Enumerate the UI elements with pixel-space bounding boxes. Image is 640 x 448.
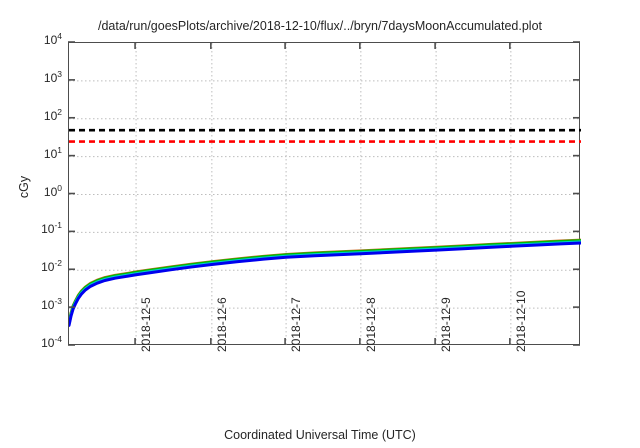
y-tick-label: 103 — [43, 68, 62, 85]
series-line-3 — [69, 241, 581, 327]
data-series — [69, 238, 581, 327]
plot-area — [68, 42, 581, 346]
x-tick-label: 2018-12-8 — [363, 297, 378, 352]
y-tick-label: 101 — [43, 144, 62, 161]
y-tick-label: 10-1 — [41, 220, 62, 237]
vertical-gridlines — [135, 43, 512, 346]
y-tick-label: 102 — [43, 106, 62, 123]
y-tick-label: 104 — [43, 31, 62, 47]
y-tick-label: 100 — [43, 182, 62, 199]
chart-title: /data/run/goesPlots/archive/2018-12-10/f… — [97, 19, 542, 33]
x-tick-label: 2018-12-9 — [439, 297, 454, 352]
y-tick-label: 10-2 — [41, 258, 62, 275]
threshold-lines — [69, 128, 581, 143]
y-tick-label: 10-3 — [41, 296, 62, 313]
plot-canvas — [69, 43, 581, 346]
x-tick-label: 2018-12-6 — [214, 297, 229, 352]
x-tick-label: 2018-12-10 — [513, 290, 528, 352]
y-tick-label: 10-4 — [41, 334, 62, 350]
x-tick-label: 2018-12-5 — [139, 297, 154, 352]
x-axis-label: Coordinated Universal Time (UTC) — [224, 428, 416, 442]
y-axis-label: cGy — [17, 175, 31, 199]
x-tick-label: 2018-12-7 — [289, 297, 304, 352]
